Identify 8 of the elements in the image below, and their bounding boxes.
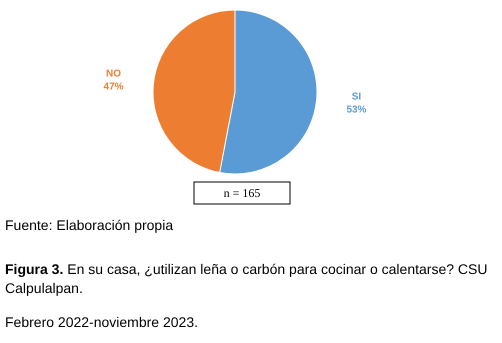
slice-label: SI: [352, 91, 362, 102]
data-label: 47%: [104, 82, 124, 93]
slice-label: NO: [106, 68, 122, 80]
text: Febrero 2022-noviembre 2023.: [5, 314, 198, 330]
text: n = 165: [224, 186, 260, 200]
data-label: 53%: [346, 104, 367, 116]
source-note: Fuente: Elaboración propia: [5, 217, 174, 233]
text: Figura 3. En su casa, ¿utilizan leña o carbón para cocinar o calentarse? CSU Calpulalpan.: [5, 261, 488, 296]
